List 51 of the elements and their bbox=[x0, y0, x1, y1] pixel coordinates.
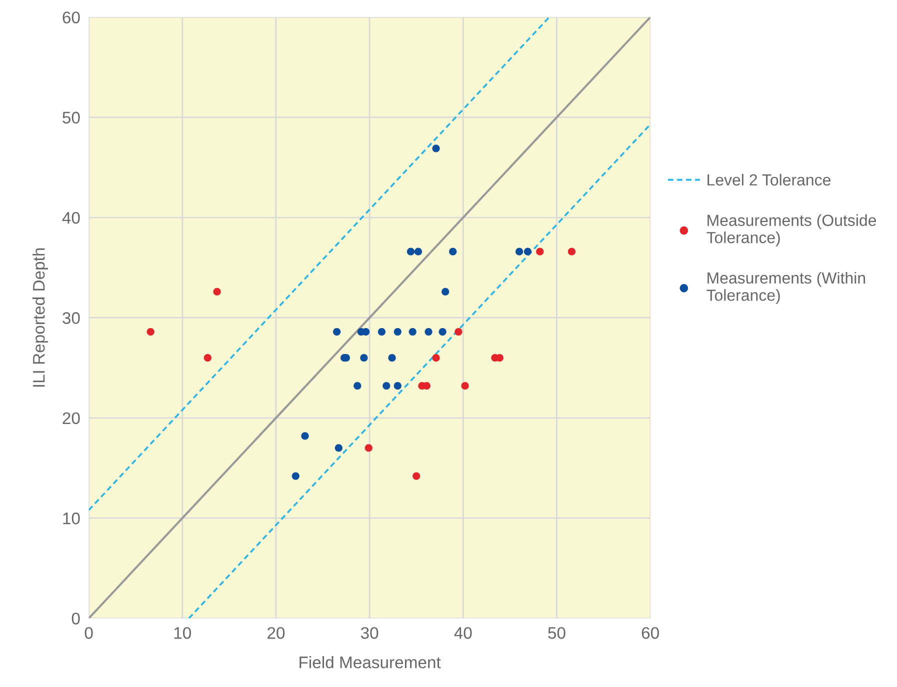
point bbox=[568, 248, 576, 256]
point bbox=[382, 382, 390, 390]
point bbox=[524, 248, 532, 256]
point bbox=[378, 328, 386, 336]
point bbox=[438, 328, 446, 336]
point bbox=[408, 328, 416, 336]
x-tick-label: 50 bbox=[548, 627, 566, 639]
legend-label: Measurements (Outside Tolerance) bbox=[706, 214, 876, 246]
point bbox=[354, 382, 362, 390]
y-tick-label: 40 bbox=[62, 212, 80, 224]
y-tick-label: 60 bbox=[62, 12, 80, 24]
point bbox=[454, 328, 462, 336]
point bbox=[406, 248, 415, 256]
point bbox=[424, 328, 432, 336]
point bbox=[301, 432, 309, 440]
point bbox=[364, 444, 372, 452]
y-tick-label: 20 bbox=[62, 412, 80, 424]
point bbox=[442, 288, 450, 296]
x-tick-label: 60 bbox=[642, 627, 659, 639]
point bbox=[388, 354, 396, 362]
point bbox=[414, 248, 422, 256]
y-axis-title: ILI Reported Depth bbox=[32, 248, 48, 387]
y-tick-label: 30 bbox=[62, 312, 80, 324]
y-tick-label: 50 bbox=[62, 112, 80, 124]
y-tick-label: 10 bbox=[63, 512, 80, 524]
point bbox=[394, 328, 402, 336]
point bbox=[334, 444, 342, 452]
x-axis-title: Field Measurement bbox=[300, 656, 441, 668]
point bbox=[432, 144, 440, 152]
point bbox=[204, 354, 212, 362]
point bbox=[333, 328, 341, 336]
legend-label: Level 2 Tolerance bbox=[708, 174, 830, 186]
point bbox=[292, 472, 300, 480]
point bbox=[213, 288, 221, 296]
x-tick-label: 20 bbox=[268, 627, 285, 639]
y-tick-label: 0 bbox=[72, 612, 80, 625]
legend-label: Measurements (Within Tolerance) bbox=[706, 272, 866, 304]
point bbox=[394, 382, 402, 390]
point bbox=[362, 328, 370, 336]
point bbox=[461, 382, 469, 390]
x-tick-label: 0 bbox=[84, 627, 93, 639]
point bbox=[432, 354, 440, 362]
x-tick-label: 40 bbox=[454, 627, 472, 639]
point bbox=[516, 248, 524, 256]
point bbox=[360, 354, 368, 362]
point bbox=[449, 248, 457, 256]
x-tick-label: 30 bbox=[360, 627, 378, 639]
point bbox=[146, 328, 154, 336]
point bbox=[412, 472, 420, 480]
point bbox=[536, 248, 544, 256]
x-tick-label: 10 bbox=[174, 627, 192, 639]
